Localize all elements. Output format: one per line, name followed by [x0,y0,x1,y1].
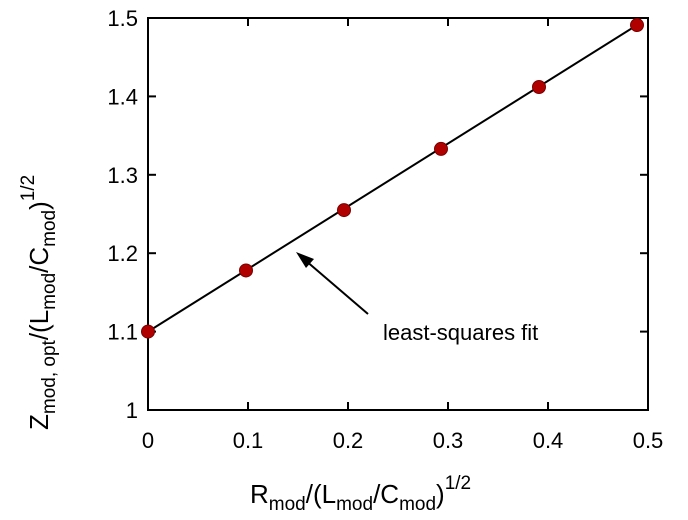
x-axis-label: Rmod/(Lmod/Cmod)1/2 [250,473,471,515]
fit-annotation-arrow [296,252,369,315]
data-point [141,324,155,339]
x-tick-label: 0.5 [633,428,664,453]
y-tick-label: 1 [126,398,138,423]
y-axis-ticks: 1 1.1 1.2 1.3 1.4 1.5 [107,6,648,423]
y-tick-label: 1.1 [107,320,138,345]
x-tick-label: 0.2 [333,428,364,453]
x-tick-label: 0 [142,428,154,453]
fit-annotation-label: least-squares fit [383,320,538,345]
x-axis-ticks: 0 0.1 0.2 0.3 0.4 0.5 [142,18,663,453]
data-point [239,263,253,278]
data-point [630,18,644,33]
y-tick-label: 1.3 [107,163,138,188]
y-tick-label: 1.5 [107,6,138,31]
plot-frame [147,17,649,411]
data-point [532,79,546,94]
data-point [337,203,351,218]
data-points [141,18,644,339]
y-tick-label: 1.4 [107,84,138,109]
y-axis-label: Zmod, opt/(Lmod/Cmod)1/2 [18,175,60,430]
fit-line [147,24,638,333]
y-tick-label: 1.2 [107,241,138,266]
x-tick-label: 0.3 [433,428,464,453]
data-point [434,141,448,156]
x-tick-label: 0.1 [233,428,264,453]
x-tick-label: 0.4 [533,428,564,453]
